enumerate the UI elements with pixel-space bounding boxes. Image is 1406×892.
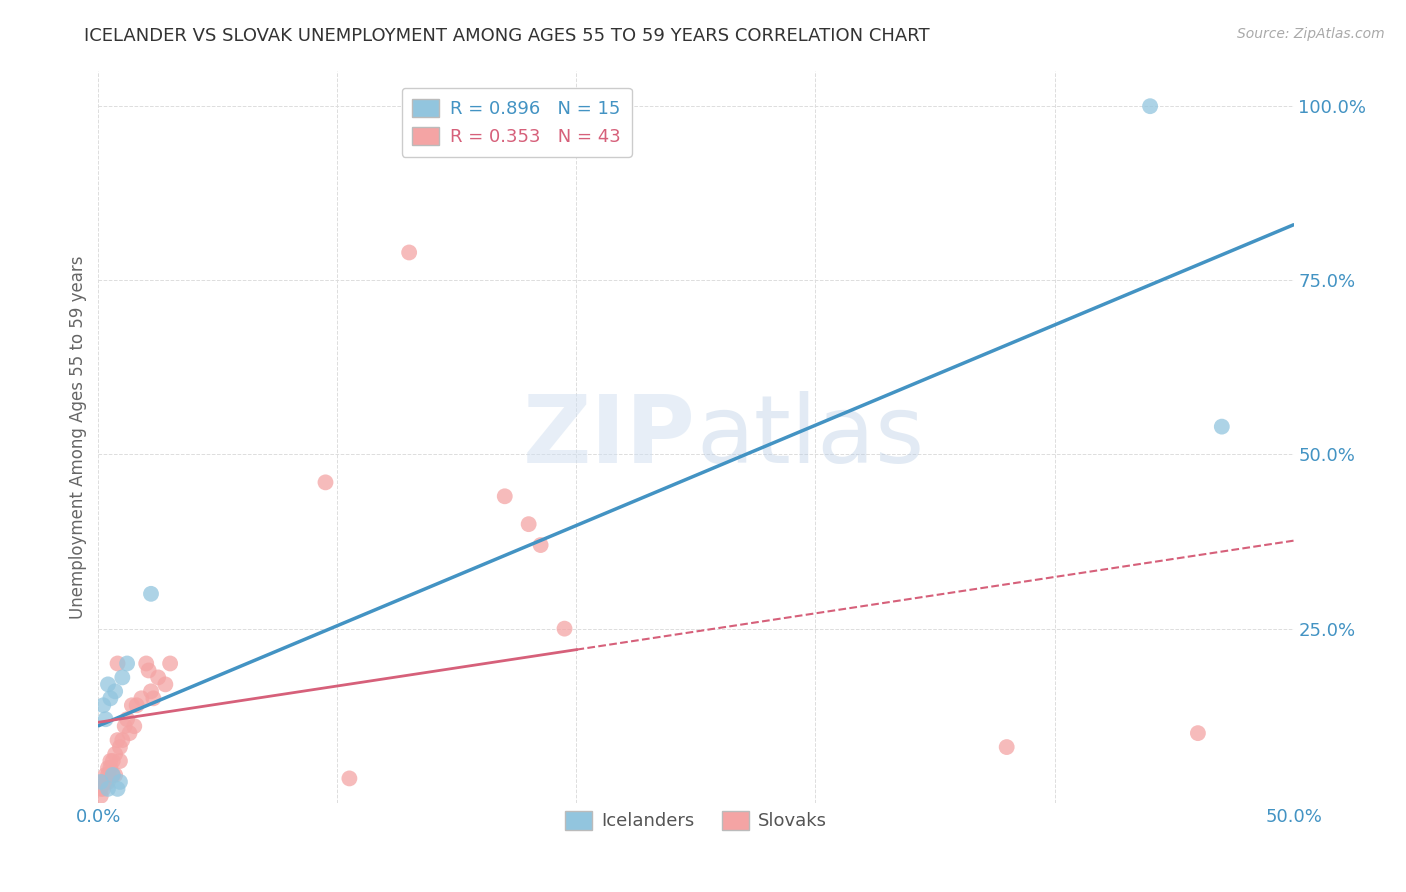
Point <box>339 772 361 786</box>
Point <box>108 775 131 789</box>
Legend: Icelanders, Slovaks: Icelanders, Slovaks <box>558 804 834 838</box>
Point <box>121 698 143 713</box>
Point <box>114 719 136 733</box>
Y-axis label: Unemployment Among Ages 55 to 59 years: Unemployment Among Ages 55 to 59 years <box>69 255 87 619</box>
Point <box>101 754 124 768</box>
Point <box>494 489 516 503</box>
Point <box>91 781 114 796</box>
Point <box>98 761 122 775</box>
Point <box>108 740 131 755</box>
Text: ICELANDER VS SLOVAK UNEMPLOYMENT AMONG AGES 55 TO 59 YEARS CORRELATION CHART: ICELANDER VS SLOVAK UNEMPLOYMENT AMONG A… <box>84 27 929 45</box>
Point <box>97 761 120 775</box>
Point <box>131 691 153 706</box>
Point <box>97 781 120 796</box>
Point <box>90 781 112 796</box>
Point <box>159 657 181 671</box>
Point <box>104 684 127 698</box>
Point <box>517 517 540 532</box>
Point <box>1187 726 1209 740</box>
Point <box>94 712 117 726</box>
Point <box>315 475 337 490</box>
Point <box>97 677 120 691</box>
Point <box>101 768 124 782</box>
Point <box>139 587 162 601</box>
Point <box>98 754 122 768</box>
Point <box>104 768 127 782</box>
Point <box>139 684 162 698</box>
Text: ZIP: ZIP <box>523 391 696 483</box>
Point <box>107 781 129 796</box>
Point <box>90 775 112 789</box>
Point <box>142 691 165 706</box>
Point <box>101 768 124 782</box>
Point <box>135 657 157 671</box>
Point <box>104 747 127 761</box>
Point <box>108 754 131 768</box>
Point <box>91 775 114 789</box>
Point <box>995 740 1018 755</box>
Text: atlas: atlas <box>696 391 924 483</box>
Point <box>107 657 129 671</box>
Point <box>138 664 160 678</box>
Point <box>94 775 117 789</box>
Point <box>107 733 129 747</box>
Point <box>554 622 576 636</box>
Point <box>111 670 134 684</box>
Point <box>115 657 138 671</box>
Text: Source: ZipAtlas.com: Source: ZipAtlas.com <box>1237 27 1385 41</box>
Point <box>118 726 141 740</box>
Point <box>97 768 120 782</box>
Point <box>125 698 148 713</box>
Point <box>148 670 170 684</box>
Point <box>91 698 114 713</box>
Point <box>155 677 177 691</box>
Point <box>530 538 553 552</box>
Point <box>124 719 146 733</box>
Point <box>94 768 117 782</box>
Point <box>1139 99 1161 113</box>
Point <box>98 691 122 706</box>
Point <box>115 712 138 726</box>
Point <box>90 789 112 803</box>
Point <box>398 245 420 260</box>
Point <box>111 733 134 747</box>
Point <box>1211 419 1233 434</box>
Point <box>97 775 120 789</box>
